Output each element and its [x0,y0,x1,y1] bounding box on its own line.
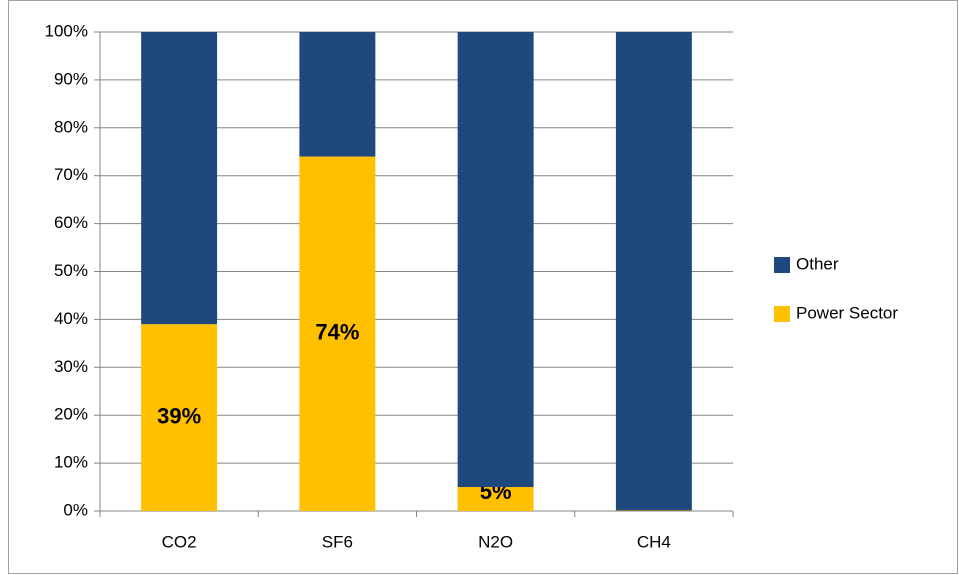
bar-segment [457,487,534,511]
bar-segment [299,32,376,157]
y-tick-label: 0% [63,500,88,519]
legend-swatch [774,306,790,322]
legend-swatch [774,257,790,273]
value-label: 74% [315,320,359,345]
y-tick-label: 70% [54,165,88,184]
bar-segment [141,32,218,325]
x-tick-label: CH4 [637,532,671,551]
bar-segment [615,32,692,511]
value-label: 39% [157,403,201,428]
x-tick-label: N2O [478,532,513,551]
legend-label: Power Sector [796,303,898,322]
y-tick-label: 40% [54,309,88,328]
bar-segment [141,324,218,511]
y-tick-label: 100% [45,21,88,40]
x-tick-label: SF6 [322,532,353,551]
bar-segment [457,32,534,488]
x-tick-label: CO2 [162,532,197,551]
y-tick-label: 20% [54,405,88,424]
y-tick-label: 50% [54,261,88,280]
y-tick-label: 30% [54,357,88,376]
y-tick-label: 80% [54,117,88,136]
legend-label: Other [796,254,839,273]
y-tick-label: 90% [54,69,88,88]
y-tick-label: 60% [54,213,88,232]
y-tick-label: 10% [54,453,88,472]
bar-segment [299,156,376,512]
